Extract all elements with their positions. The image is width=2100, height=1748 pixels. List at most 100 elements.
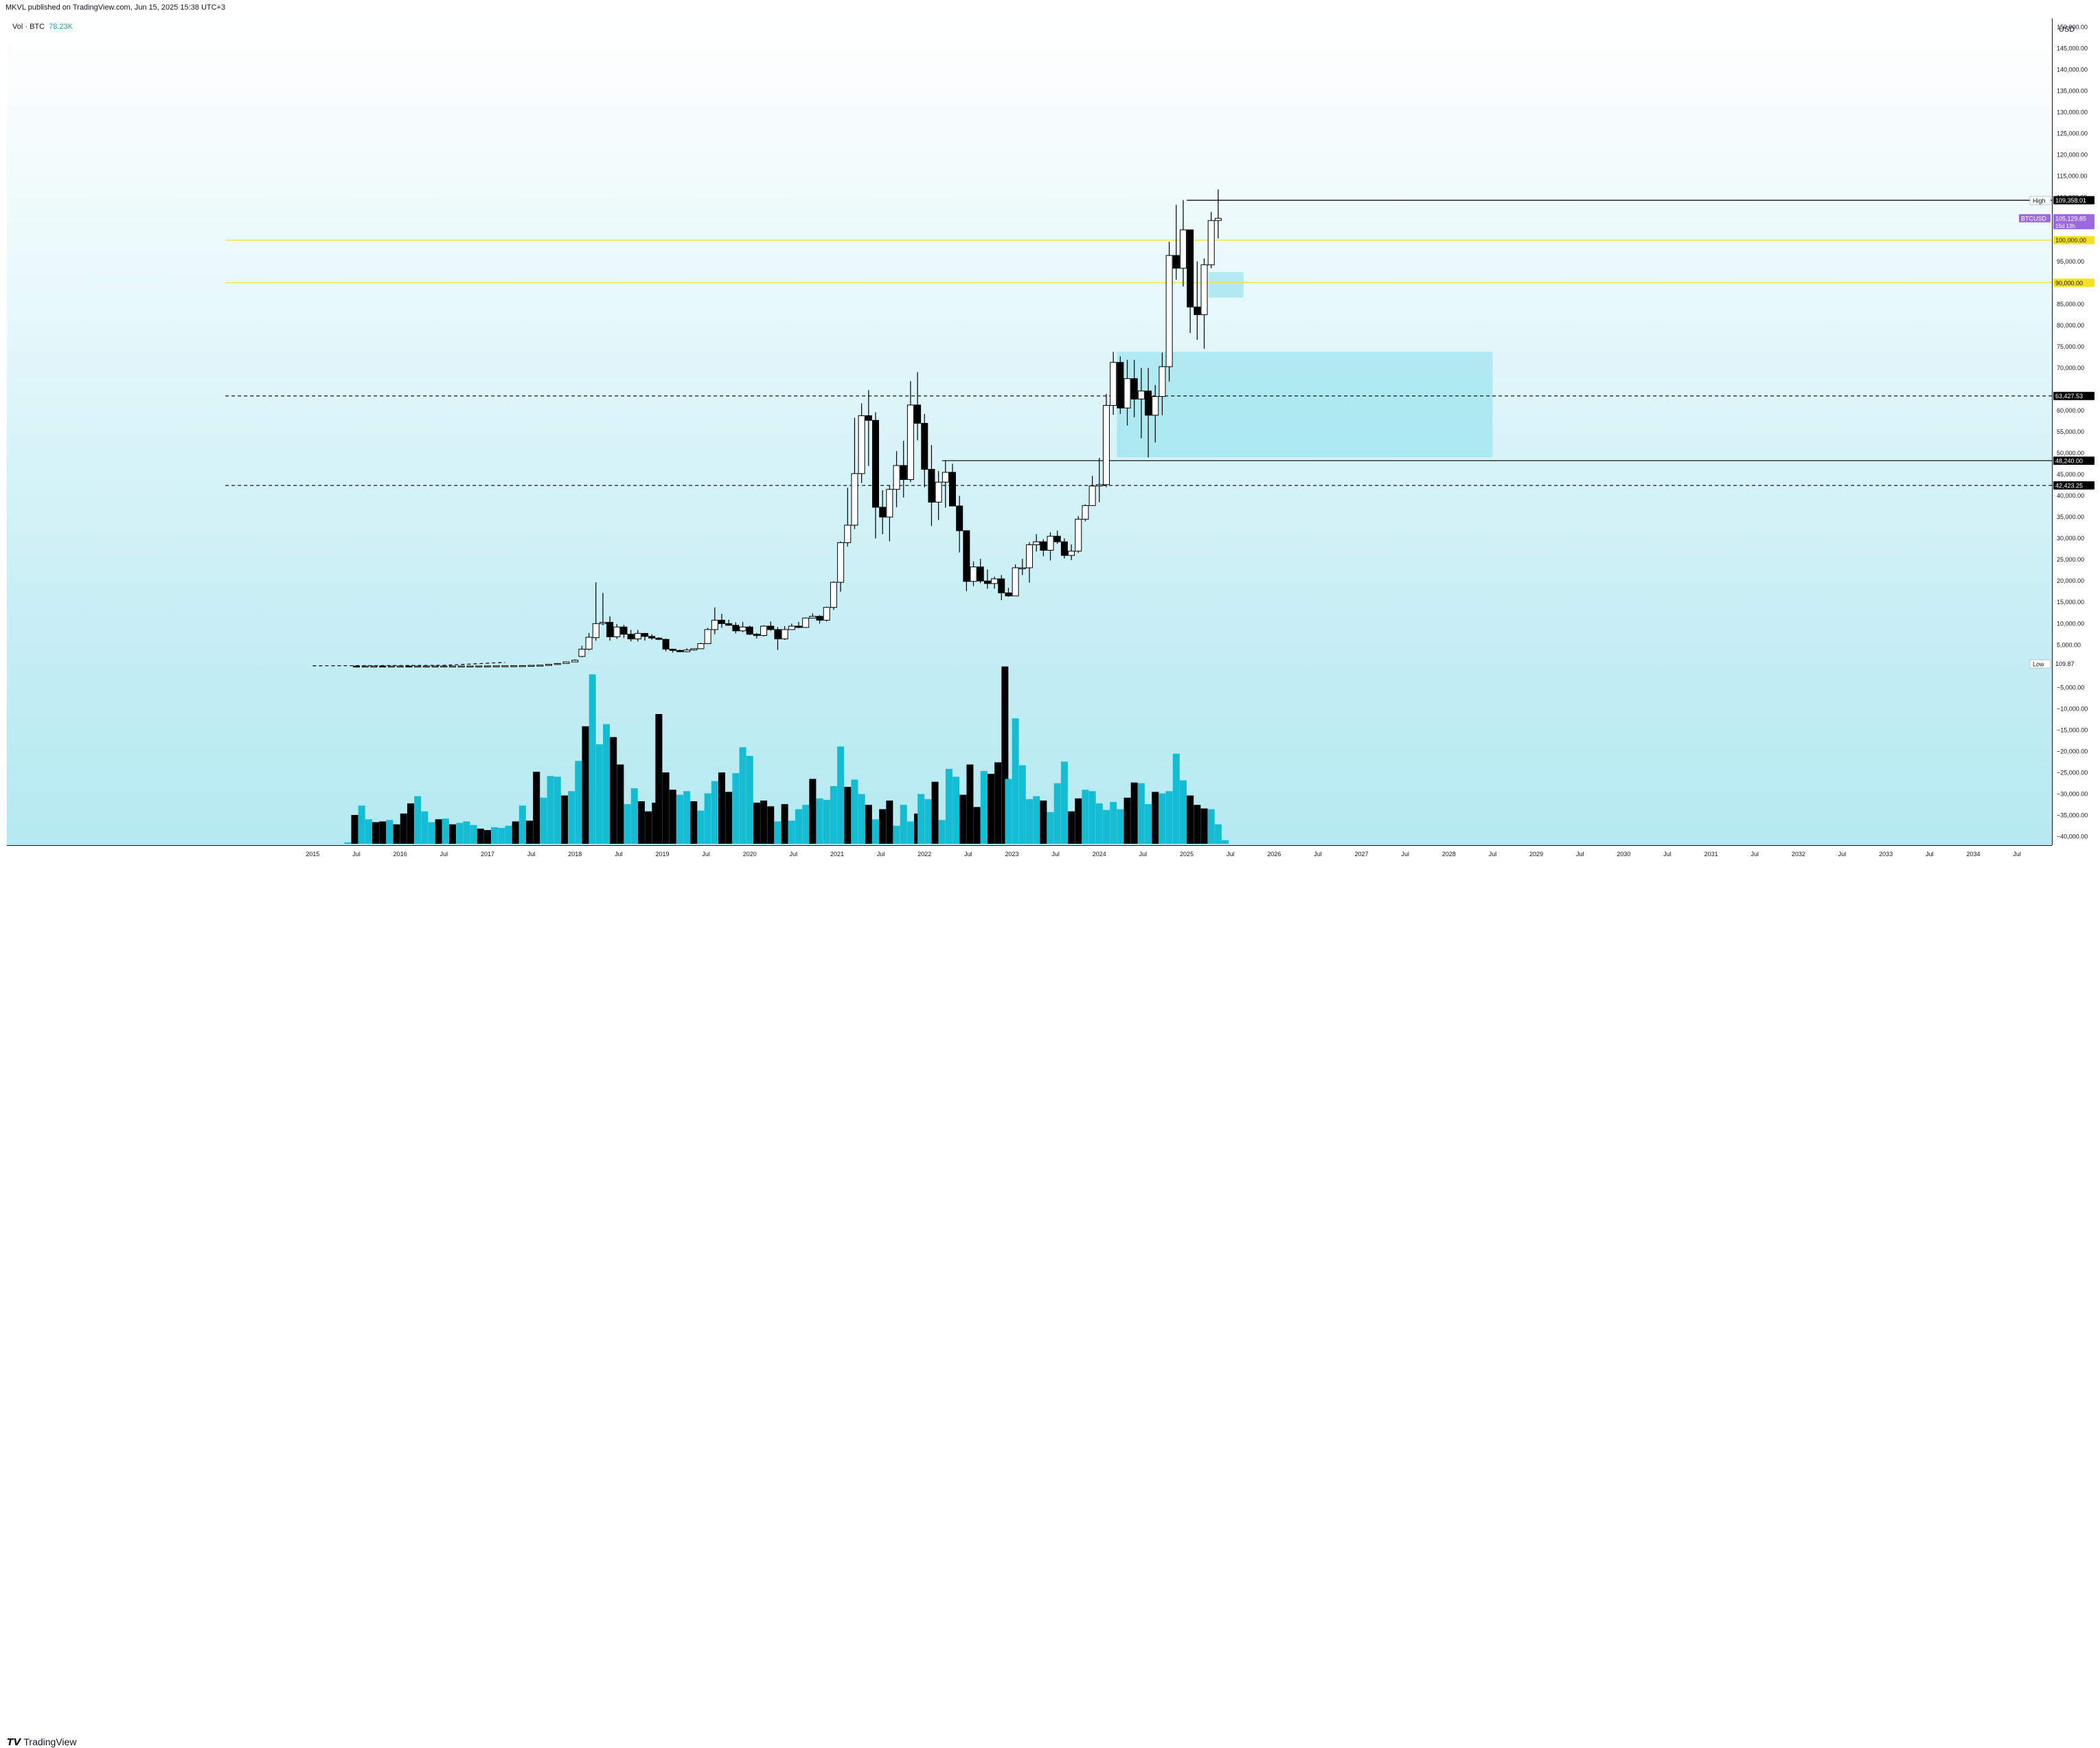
candle-body[interactable] xyxy=(760,625,768,636)
candle-body[interactable] xyxy=(562,661,570,664)
candle-body[interactable] xyxy=(739,626,746,632)
candle-body[interactable] xyxy=(641,633,649,637)
candle-body[interactable] xyxy=(1040,541,1047,551)
candle-body[interactable] xyxy=(1194,306,1201,315)
candle-body[interactable] xyxy=(387,665,395,668)
candle-body[interactable] xyxy=(396,665,404,668)
candle-body[interactable] xyxy=(837,542,845,583)
candle-body[interactable] xyxy=(1214,218,1222,221)
candle-body[interactable] xyxy=(941,472,949,483)
candle-body[interactable] xyxy=(711,619,718,630)
candle-body[interactable] xyxy=(718,619,726,624)
candle-body[interactable] xyxy=(970,566,977,582)
candle-body[interactable] xyxy=(690,648,698,651)
candle-body[interactable] xyxy=(906,404,914,481)
candle-body[interactable] xyxy=(683,649,691,652)
candle-body[interactable] xyxy=(1187,229,1194,308)
candle-body[interactable] xyxy=(1172,255,1180,269)
candle-body[interactable] xyxy=(830,582,837,608)
candle-body[interactable] xyxy=(606,621,614,638)
candle-body[interactable] xyxy=(1102,405,1110,485)
candle-body[interactable] xyxy=(1088,485,1096,506)
candle-body[interactable] xyxy=(753,634,760,636)
candle-body[interactable] xyxy=(553,663,561,665)
candle-body[interactable] xyxy=(379,665,387,668)
candle-body[interactable] xyxy=(545,664,553,666)
demand-zone-1[interactable] xyxy=(1208,272,1244,298)
candle-body[interactable] xyxy=(795,625,803,628)
candle-body[interactable] xyxy=(501,665,509,667)
candle-body[interactable] xyxy=(809,616,817,619)
candle-body[interactable] xyxy=(816,616,823,621)
candle-body[interactable] xyxy=(620,626,628,635)
candle-body[interactable] xyxy=(1012,567,1019,597)
candle-body[interactable] xyxy=(851,473,858,526)
candle-body[interactable] xyxy=(353,665,361,668)
candle-body[interactable] xyxy=(1033,541,1040,545)
candle-body[interactable] xyxy=(963,530,970,582)
candle-body[interactable] xyxy=(1130,378,1138,400)
candle-body[interactable] xyxy=(1082,505,1089,520)
candle-body[interactable] xyxy=(634,633,641,640)
candle-body[interactable] xyxy=(483,665,491,667)
candle-body[interactable] xyxy=(1207,220,1215,266)
candle-body[interactable] xyxy=(1095,484,1103,487)
candle-body[interactable] xyxy=(697,643,705,649)
candle-body[interactable] xyxy=(914,404,922,424)
candle-body[interactable] xyxy=(1005,593,1012,597)
candle-body[interactable] xyxy=(732,625,740,632)
candle-body[interactable] xyxy=(844,525,852,543)
candle-body[interactable] xyxy=(627,634,635,640)
demand-zone-0[interactable] xyxy=(1117,352,1493,458)
candle-body[interactable] xyxy=(823,607,830,621)
candle-body[interactable] xyxy=(900,465,907,481)
candle-body[interactable] xyxy=(879,507,887,518)
candle-body[interactable] xyxy=(1110,362,1117,406)
candle-body[interactable] xyxy=(662,639,670,650)
candle-body[interactable] xyxy=(440,665,448,668)
price-axis[interactable] xyxy=(2052,19,2100,845)
candle-body[interactable] xyxy=(928,469,935,503)
candle-body[interactable] xyxy=(788,625,795,630)
candle-body[interactable] xyxy=(1145,390,1152,416)
candle-body[interactable] xyxy=(921,423,928,470)
candle-body[interactable] xyxy=(655,637,663,640)
candle-body[interactable] xyxy=(872,419,880,508)
time-axis[interactable] xyxy=(7,845,2052,862)
candle-body[interactable] xyxy=(518,665,526,667)
candle-body[interactable] xyxy=(1165,255,1173,367)
candle-body[interactable] xyxy=(774,629,781,640)
candle-body[interactable] xyxy=(405,665,413,668)
candle-body[interactable] xyxy=(1117,362,1124,409)
candle-body[interactable] xyxy=(370,665,378,668)
tradingview-logo[interactable]: 𝙏𝙑 TradingView xyxy=(7,1736,76,1748)
candle-body[interactable] xyxy=(865,415,872,421)
candle-body[interactable] xyxy=(422,665,430,668)
candle-body[interactable] xyxy=(893,465,900,490)
candle-body[interactable] xyxy=(858,415,865,474)
candle-body[interactable] xyxy=(1018,567,1026,569)
candle-body[interactable] xyxy=(1026,544,1033,568)
candle-body[interactable] xyxy=(802,617,810,628)
candle-body[interactable] xyxy=(510,665,518,667)
candle-body[interactable] xyxy=(935,481,942,503)
candle-body[interactable] xyxy=(1152,395,1159,416)
candle-body[interactable] xyxy=(704,629,711,644)
candle-body[interactable] xyxy=(466,665,474,667)
candle-body[interactable] xyxy=(414,665,422,668)
candle-body[interactable] xyxy=(1060,541,1068,556)
candle-body[interactable] xyxy=(578,649,586,657)
candle-body[interactable] xyxy=(449,665,457,667)
candle-body[interactable] xyxy=(527,665,535,667)
candle-body[interactable] xyxy=(457,665,465,667)
candle-body[interactable] xyxy=(669,649,676,651)
candle-body[interactable] xyxy=(983,580,991,584)
candle-body[interactable] xyxy=(1047,536,1054,551)
candle-body[interactable] xyxy=(1179,229,1187,269)
candle-body[interactable] xyxy=(361,665,369,668)
candle-body[interactable] xyxy=(991,578,998,584)
candle-body[interactable] xyxy=(475,665,483,667)
candle-body[interactable] xyxy=(492,665,500,667)
candle-body[interactable] xyxy=(1068,551,1075,556)
candle-body[interactable] xyxy=(956,505,963,531)
